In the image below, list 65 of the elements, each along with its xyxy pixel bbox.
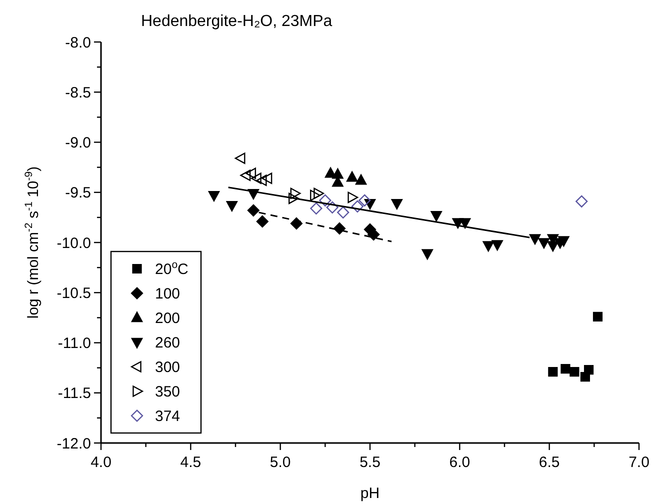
point: [348, 192, 358, 204]
point: [430, 211, 442, 222]
point: [256, 174, 267, 186]
y-tick-label: -9.0: [65, 134, 91, 152]
point: [576, 195, 588, 208]
point: [234, 152, 246, 164]
point: [548, 367, 558, 377]
point: [529, 234, 541, 245]
x-axis-title: pH: [360, 485, 380, 502]
chart-title: Hedenbergite-H₂O, 23MPa: [141, 13, 332, 30]
point: [482, 241, 494, 252]
point: [355, 174, 367, 185]
y-tick-label: -8.5: [65, 84, 91, 102]
point: [247, 204, 260, 216]
point: [592, 312, 603, 322]
point: [240, 170, 251, 181]
legend-label: 350: [155, 384, 180, 400]
legend-label: 100: [155, 286, 180, 302]
point: [570, 367, 580, 377]
point: [346, 171, 358, 182]
point: [208, 191, 220, 202]
point: [319, 194, 332, 206]
x-tick-label: 4.0: [90, 454, 112, 471]
y-tick-label: -8.0: [65, 34, 91, 52]
y-tick-label: -10.0: [56, 234, 91, 252]
point: [560, 364, 570, 374]
point: [332, 168, 344, 179]
x-tick-label: 7.0: [628, 454, 650, 471]
point: [246, 168, 256, 179]
x-tick-label: 5.0: [270, 454, 291, 471]
point: [310, 190, 320, 202]
x-tick-label: 5.5: [360, 454, 380, 471]
legend-label: 374: [155, 408, 180, 425]
y-tick-label: -10.5: [56, 284, 91, 302]
x-tick-label: 6.0: [449, 454, 470, 471]
point: [351, 200, 364, 212]
point: [358, 194, 371, 206]
x-tick-label: 6.5: [538, 454, 560, 471]
legend-label: 300: [155, 359, 180, 376]
point: [459, 218, 471, 229]
point: [337, 206, 350, 218]
point: [256, 215, 268, 228]
point: [391, 199, 403, 210]
point: [326, 201, 338, 214]
point: [262, 172, 272, 184]
point: [538, 238, 550, 249]
point: [492, 240, 503, 251]
point: [310, 202, 322, 214]
point: [290, 188, 301, 200]
point: [422, 249, 434, 260]
y-tick-label: -12.0: [56, 435, 91, 452]
y-tick-label: -11.5: [58, 385, 91, 402]
legend-label: 200: [155, 310, 180, 327]
y-tick-label: -11.0: [58, 335, 91, 352]
point: [314, 188, 324, 200]
point: [250, 172, 262, 184]
y-tick-label: -9.5: [65, 184, 91, 202]
point: [288, 192, 299, 204]
legend-label: 260: [155, 334, 180, 352]
point: [226, 201, 238, 212]
point: [333, 222, 346, 235]
x-tick-label: 4.5: [180, 454, 202, 471]
point: [580, 372, 590, 382]
point: [558, 236, 570, 247]
legend-label: 20$^{o}$C: [155, 259, 189, 278]
